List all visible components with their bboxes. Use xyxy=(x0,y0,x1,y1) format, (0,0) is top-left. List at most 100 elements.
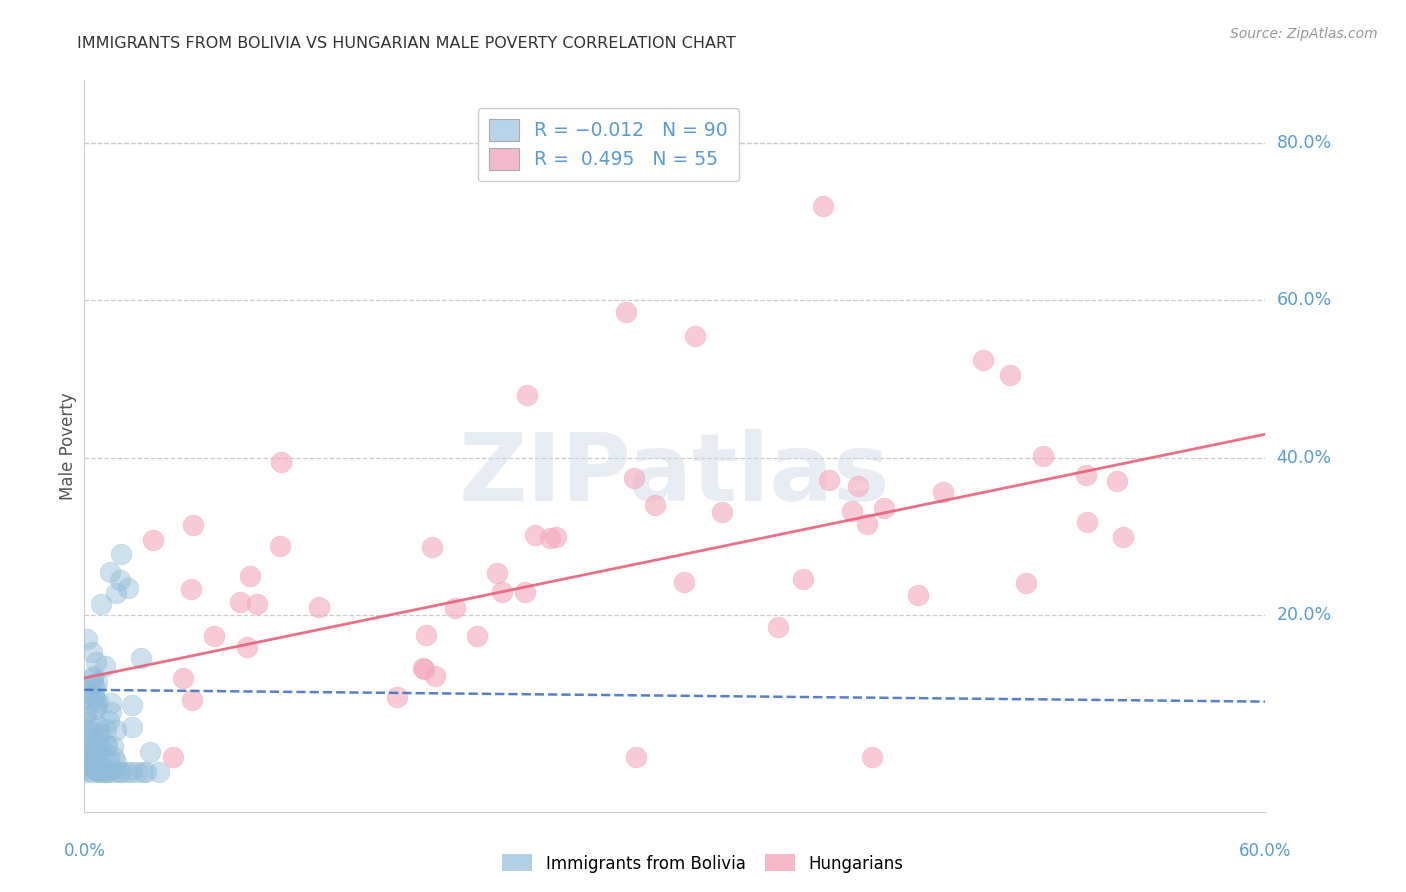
Point xyxy=(93,765,115,780)
Point xyxy=(82,758,104,772)
Point xyxy=(110,765,132,780)
Point xyxy=(104,586,127,600)
Point xyxy=(1105,474,1128,488)
Point xyxy=(87,765,110,780)
Point xyxy=(76,682,98,697)
Point xyxy=(104,723,127,738)
Point xyxy=(87,764,110,778)
Point xyxy=(524,528,547,542)
Point xyxy=(86,742,108,756)
Point xyxy=(97,765,120,780)
Point xyxy=(96,765,118,780)
Point xyxy=(860,749,883,764)
Point xyxy=(86,740,108,755)
Point xyxy=(84,760,107,774)
Point xyxy=(82,671,104,685)
Point xyxy=(1015,576,1038,591)
Text: 20.0%: 20.0% xyxy=(1277,606,1331,624)
Point xyxy=(121,720,143,734)
Text: 80.0%: 80.0% xyxy=(1277,134,1331,153)
Point xyxy=(202,629,225,643)
Point xyxy=(86,674,108,689)
Point xyxy=(239,569,262,583)
Point xyxy=(1076,515,1098,529)
Point xyxy=(117,581,139,595)
Point xyxy=(100,697,122,711)
Point xyxy=(101,739,124,753)
Point xyxy=(83,681,105,695)
Point xyxy=(98,565,121,579)
Y-axis label: Male Poverty: Male Poverty xyxy=(59,392,77,500)
Point xyxy=(86,748,108,763)
Point xyxy=(94,659,117,673)
Point xyxy=(387,690,409,705)
Legend: R = −0.012   N = 90, R =  0.495   N = 55: R = −0.012 N = 90, R = 0.495 N = 55 xyxy=(478,108,738,181)
Point xyxy=(80,724,103,739)
Point xyxy=(132,765,155,780)
Point xyxy=(415,627,437,641)
Point xyxy=(80,765,103,780)
Point xyxy=(873,500,896,515)
Point xyxy=(792,572,814,586)
Point xyxy=(538,532,561,546)
Point xyxy=(907,588,929,602)
Point xyxy=(84,702,107,716)
Point xyxy=(1074,468,1097,483)
Point xyxy=(84,731,107,746)
Point xyxy=(624,749,647,764)
Point xyxy=(491,584,513,599)
Point xyxy=(77,715,100,730)
Point xyxy=(711,505,734,519)
Point xyxy=(86,698,108,712)
Point xyxy=(856,517,879,532)
Point xyxy=(105,756,128,770)
Point xyxy=(614,305,637,319)
Text: IMMIGRANTS FROM BOLIVIA VS HUNGARIAN MALE POVERTY CORRELATION CHART: IMMIGRANTS FROM BOLIVIA VS HUNGARIAN MAL… xyxy=(77,36,737,51)
Point xyxy=(77,686,100,700)
Point xyxy=(73,739,96,754)
Point xyxy=(97,752,120,766)
Point xyxy=(75,709,97,723)
Point xyxy=(103,749,125,764)
Text: 60.0%: 60.0% xyxy=(1277,292,1331,310)
Point xyxy=(90,597,112,611)
Point xyxy=(110,547,132,561)
Point xyxy=(79,760,101,774)
Point xyxy=(423,669,446,683)
Point xyxy=(73,764,96,778)
Point xyxy=(80,753,103,767)
Point xyxy=(818,473,841,487)
Point xyxy=(82,676,104,690)
Point xyxy=(932,485,955,500)
Point xyxy=(162,749,184,764)
Text: Source: ZipAtlas.com: Source: ZipAtlas.com xyxy=(1230,27,1378,41)
Point xyxy=(75,706,97,721)
Point xyxy=(1112,530,1135,544)
Point xyxy=(75,739,97,754)
Point xyxy=(79,748,101,763)
Point xyxy=(513,584,536,599)
Point xyxy=(998,368,1021,383)
Point xyxy=(76,722,98,736)
Point xyxy=(644,499,666,513)
Point xyxy=(98,714,121,728)
Point xyxy=(148,765,170,780)
Point xyxy=(516,388,538,402)
Point xyxy=(96,738,118,752)
Point xyxy=(546,530,568,544)
Text: 0.0%: 0.0% xyxy=(63,842,105,860)
Point xyxy=(80,741,103,756)
Point xyxy=(87,755,110,769)
Point xyxy=(77,751,100,765)
Point xyxy=(172,672,194,686)
Point xyxy=(86,730,108,744)
Point xyxy=(84,763,107,777)
Point xyxy=(80,692,103,706)
Point xyxy=(246,598,269,612)
Point xyxy=(77,755,100,769)
Point xyxy=(100,705,122,719)
Point xyxy=(181,693,204,707)
Point xyxy=(766,619,789,633)
Point xyxy=(87,765,110,780)
Point xyxy=(121,698,143,712)
